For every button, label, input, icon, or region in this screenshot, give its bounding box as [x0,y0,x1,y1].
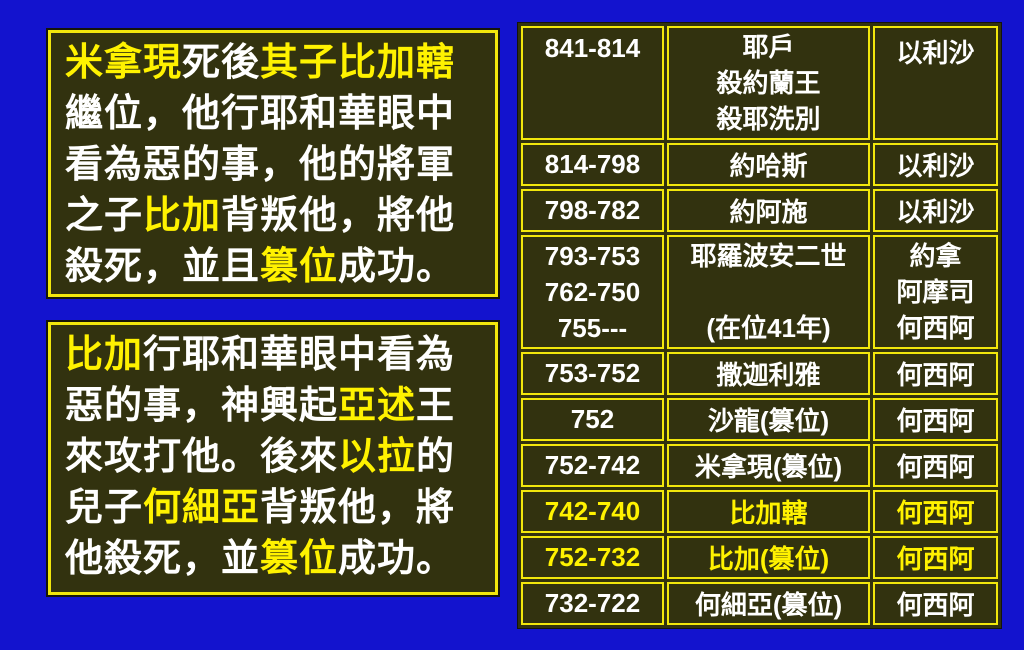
highlight-text: 篡位 [260,538,339,580]
text-line: 看為惡的事，他的將軍 [65,140,485,191]
highlight-text: 篡位 [260,246,339,288]
cell-line: (在位41年) [706,313,831,343]
highlight-text: 米拿現 [65,42,183,84]
highlight-text: 以拉 [338,436,417,478]
king-cell: 耶羅波安二世 (在位41年) [667,235,870,349]
prophet-cell: 何西阿 [873,536,998,579]
year-cell: 752-742 [521,444,664,487]
cell-line: 何西阿 [896,313,975,343]
king-table-row: 814-798 約哈斯 以利沙 [521,143,998,186]
cell-line: 762-750 [544,277,641,307]
king-cell: 何細亞(篡位) [667,582,870,625]
king-table-row: 798-782 約阿施 以利沙 [521,189,998,232]
body-text: 之子 [65,195,144,237]
text-line: 惡的事，神興起亞述王 [65,381,485,432]
cell-line: 約拿 [909,241,962,271]
king-cell: 比加(篡位) [667,536,870,579]
body-text: 死後 [182,42,261,84]
prophet-cell: 約拿 阿摩司 何西阿 [873,235,998,349]
highlight-text: 比加 [65,334,144,376]
king-table-row: 742-740 比加轄 何西阿 [521,490,998,533]
prophet-cell: 何西阿 [873,352,998,395]
king-table-row: 752-732 比加(篡位) 何西阿 [521,536,998,579]
text-line: 繼位，他行耶和華眼中 [65,89,485,140]
year-cell: 814-798 [521,143,664,186]
body-text: 來攻打他。後來 [65,436,339,478]
body-text: 繼位，他行耶和華眼中 [65,93,456,135]
year-cell: 742-740 [521,490,664,533]
highlight-text: 亞述 [338,385,417,427]
body-text: 兒子 [65,487,144,529]
prophet-cell: 何西阿 [873,582,998,625]
king-cell: 沙龍(篡位) [667,398,870,441]
king-table-row: 752-742 米拿現(篡位) 何西阿 [521,444,998,487]
kings-of-israel-table: 841-814 耶戶 殺約蘭王 殺耶洗別 以利沙 814-798 約哈斯 以利沙 798-782… [518,23,1001,628]
king-table-row: 793-753 762-750 755--- 耶羅波安二世 (在位41年) 約拿 阿摩司何… [521,235,998,349]
body-text: 王 [416,385,456,427]
cell-line [671,274,866,310]
text-line: 比加行耶和華眼中看為 [65,330,485,381]
king-table-row: 753-752 撒迦利雅 何西阿 [521,352,998,395]
prophet-cell: 何西阿 [873,490,998,533]
king-cell: 撒迦利雅 [667,352,870,395]
text-line: 殺死，並且篡位成功。 [65,242,485,293]
king-cell: 約阿施 [667,189,870,232]
cell-line: 793-753 [544,241,641,271]
year-cell: 752-732 [521,536,664,579]
king-cell: 耶戶殺約蘭王殺耶洗別 [667,26,870,140]
body-text: 他殺死，並 [65,538,261,580]
prophet-cell: 何西阿 [873,444,998,487]
highlight-text: 比加 [143,195,222,237]
cell-line: 殺耶洗別 [716,104,821,134]
year-cell: 753-752 [521,352,664,395]
body-text: 成功。 [338,246,456,288]
highlight-text: 何細亞 [143,487,261,529]
body-text: 惡的事，神興起 [65,385,339,427]
text-line: 他殺死，並篡位成功。 [65,534,485,585]
prophet-cell: 以利沙 [873,26,998,140]
body-text: 的 [416,436,456,478]
body-text: 背叛他，將他 [221,195,456,237]
text-line: 來攻打他。後來以拉的 [65,432,485,483]
prophet-cell: 以利沙 [873,189,998,232]
body-text: 看為惡的事，他的將軍 [65,144,456,186]
year-cell: 732-722 [521,582,664,625]
panel-pekah-hoshea: 比加行耶和華眼中看為 惡的事，神興起亞述王 來攻打他。後來以拉的 兒子何細亞背叛他，將… [48,322,498,595]
year-cell: 793-753 762-750 755--- [521,235,664,349]
cell-line: 耶羅波安二世 [690,241,847,271]
body-text: 成功。 [338,538,456,580]
cell-line: 殺約蘭王 [716,68,821,98]
king-cell: 比加轄 [667,490,870,533]
king-table-row: 752 沙龍(篡位) 何西阿 [521,398,998,441]
body-text: 行耶和華眼中看為 [143,334,456,376]
year-cell: 798-782 [521,189,664,232]
text-line: 米拿現死後其子比加轄 [65,38,485,89]
year-cell: 752 [521,398,664,441]
cell-line: 755--- [557,313,628,343]
body-text: 殺死，並且 [65,246,261,288]
body-text: 背叛他，將 [260,487,456,529]
king-table-row: 841-814 耶戶 殺約蘭王 殺耶洗別 以利沙 [521,26,998,140]
panel-menahem-pekahiah: 米拿現死後其子比加轄 繼位，他行耶和華眼中 看為惡的事，他的將軍 之子比加背叛他，將他… [48,30,498,297]
text-line: 兒子何細亞背叛他，將 [65,483,485,534]
king-cell: 米拿現(篡位) [667,444,870,487]
cell-line: 耶戶 [742,32,795,62]
prophet-cell: 何西阿 [873,398,998,441]
year-cell: 841-814 [521,26,664,140]
text-line: 之子比加背叛他，將他 [65,191,485,242]
king-cell: 約哈斯 [667,143,870,186]
prophet-cell: 以利沙 [873,143,998,186]
king-table-row: 732-722 何細亞(篡位) 何西阿 [521,582,998,625]
highlight-text: 其子比加轄 [260,42,456,84]
cell-line: 阿摩司 [896,277,975,307]
